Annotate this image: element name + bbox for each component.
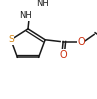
Text: NH: NH	[36, 0, 49, 8]
Text: NH: NH	[20, 11, 32, 20]
Text: O: O	[77, 37, 85, 47]
Text: O: O	[59, 50, 67, 60]
Text: S: S	[8, 35, 14, 44]
